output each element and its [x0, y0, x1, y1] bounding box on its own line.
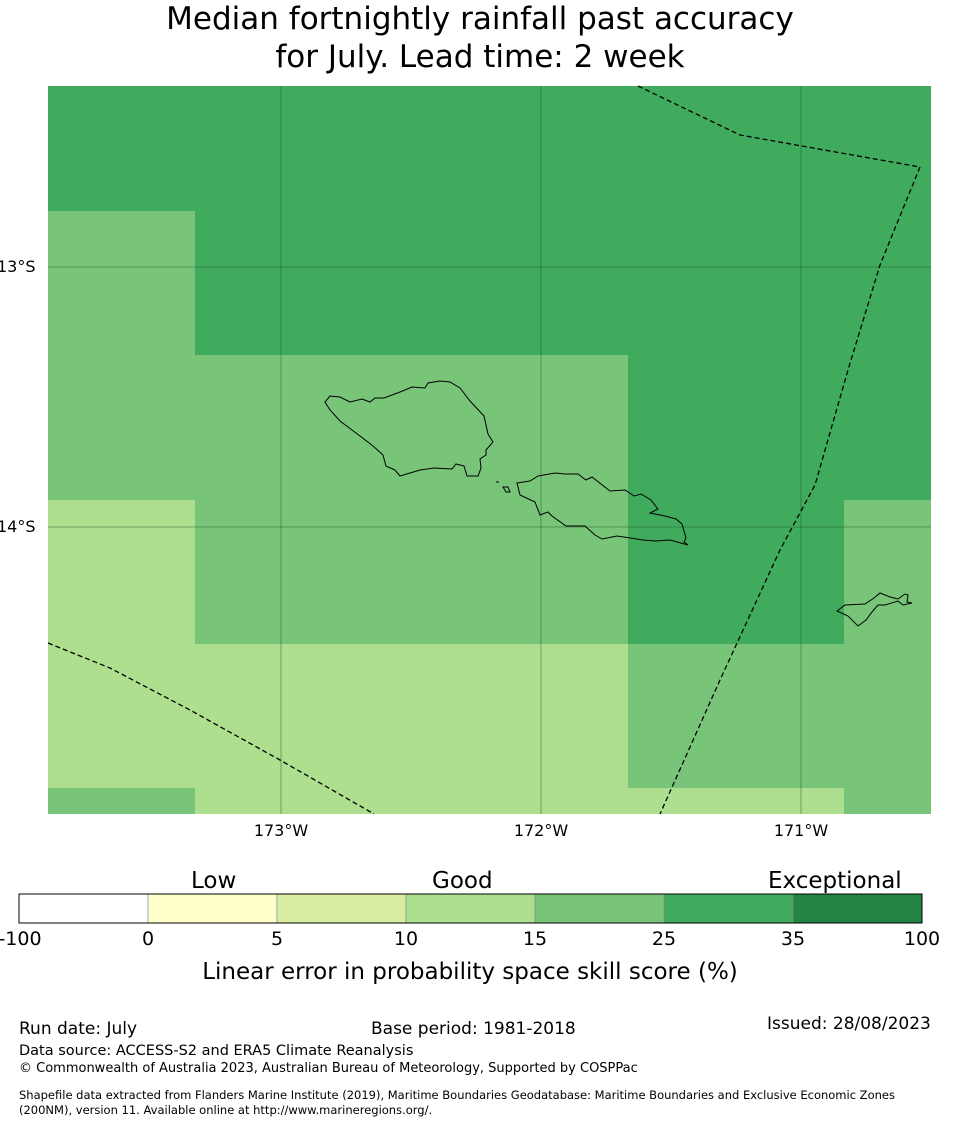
category-good: Good: [432, 868, 493, 894]
cell-left-mid: [48, 211, 195, 500]
graticule: [48, 86, 931, 814]
cell-bottom-right-strip: [628, 788, 844, 814]
shapefile-credit-1: Shapefile data extracted from Flanders M…: [19, 1088, 895, 1102]
data-source: Data source: ACCESS-S2 and ERA5 Climate …: [19, 1043, 414, 1059]
colorbar-segment-2: [276, 893, 407, 924]
colorbar-segment-3: [405, 893, 536, 924]
colorbar: [18, 893, 923, 924]
cell-bottom-left-strip: [48, 788, 195, 814]
cbar-tick-neg100: -100: [0, 928, 42, 950]
cbar-tick-0: 0: [141, 928, 155, 950]
upolu-island: [516, 472, 689, 546]
maritime-boundaries: [47, 85, 921, 815]
cell-top-band: [48, 86, 931, 211]
lon-label-172w: 172°W: [513, 821, 569, 840]
cbar-tick-15: 15: [522, 928, 548, 950]
cell-right-mid: [628, 500, 844, 644]
colorbar-segment-6: [792, 893, 923, 924]
lon-label-173w: 173°W: [253, 821, 309, 840]
run-date: Run date: July: [19, 1019, 138, 1039]
lon-label-171w: 171°W: [773, 821, 829, 840]
colorbar-label: Linear error in probability space skill …: [202, 959, 738, 985]
cell-far-right: [844, 500, 931, 814]
cell-upper-center: [195, 211, 931, 355]
lat-label-14s: 14°S: [0, 517, 36, 536]
category-low: Low: [191, 868, 237, 894]
coastlines: [324, 380, 913, 627]
cbar-tick-10: 10: [393, 928, 419, 950]
cbar-tick-100: 100: [903, 928, 941, 950]
colorbar-segment-5: [663, 893, 794, 924]
cell-center: [195, 355, 628, 644]
title-line-2: for July. Lead time: 2 week: [275, 39, 685, 75]
cbar-tick-25: 25: [651, 928, 677, 950]
lat-label-13s: 13°S: [0, 257, 36, 276]
eez-boundary-southwest: [47, 642, 375, 815]
cell-right-upper: [628, 355, 931, 500]
eez-boundary-north: [637, 85, 921, 168]
cbar-tick-35: 35: [780, 928, 806, 950]
base-period: Base period: 1981-2018: [371, 1019, 576, 1039]
cbar-tick-5: 5: [270, 928, 284, 950]
cell-bottom-right: [628, 644, 844, 788]
cell-left-low: [48, 500, 195, 788]
manono-islet: [502, 486, 511, 493]
eez-boundary-east: [659, 166, 921, 815]
cell-bottom-center: [195, 644, 628, 814]
colorbar-segment-0: [18, 893, 149, 924]
title-line-1: Median fortnightly rainfall past accurac…: [166, 1, 794, 37]
shapefile-credit-2: (200NM), version 11. Available online at…: [19, 1103, 433, 1117]
tutuila-island: [836, 592, 913, 627]
colorbar-segment-4: [534, 893, 665, 924]
issued-date: Issued: 28/08/2023: [767, 1014, 931, 1034]
skill-grid-cells: [48, 86, 931, 814]
colorbar-outline: [18, 893, 923, 924]
copyright: © Commonwealth of Australia 2023, Austra…: [19, 1061, 638, 1076]
category-exceptional: Exceptional: [768, 868, 902, 894]
savaii-island: [324, 380, 494, 477]
colorbar-segment-1: [147, 893, 278, 924]
map-title: Median fortnightly rainfall past accurac…: [0, 0, 960, 76]
